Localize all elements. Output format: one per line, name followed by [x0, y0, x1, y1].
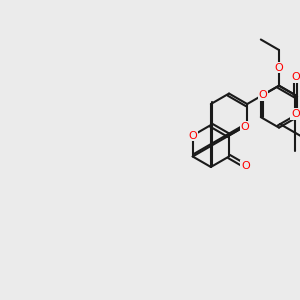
- Text: O: O: [291, 72, 300, 82]
- Text: O: O: [274, 63, 284, 73]
- Text: O: O: [241, 161, 250, 171]
- Text: O: O: [188, 130, 197, 140]
- Text: O: O: [258, 90, 267, 100]
- Text: O: O: [291, 109, 300, 119]
- Text: O: O: [240, 122, 249, 132]
